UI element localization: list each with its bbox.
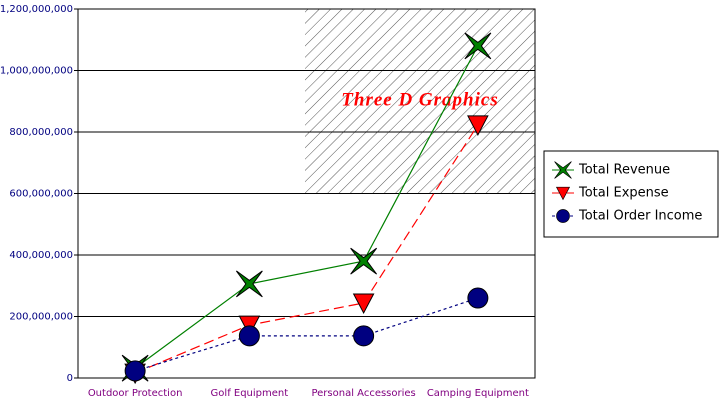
y-tick-label: 400,000,000 <box>9 250 73 261</box>
marker <box>238 325 260 347</box>
marker <box>352 293 375 315</box>
y-tick-label: 800,000,000 <box>9 127 73 138</box>
legend <box>543 150 719 238</box>
legend-label: Total Order Income <box>578 209 702 224</box>
marker <box>235 270 263 298</box>
annotation-region <box>305 9 535 193</box>
x-tick-label: Outdoor Protection <box>88 388 183 399</box>
legend-marker <box>556 209 570 223</box>
annotation: Three D Graphics <box>341 89 498 110</box>
legend-label: Total Revenue <box>578 163 670 178</box>
series-line <box>134 45 479 369</box>
x-tick-label: Golf Equipment <box>211 388 289 399</box>
x-tick-label: Personal Accessories <box>311 388 415 399</box>
marker <box>464 32 492 60</box>
x-tick-label: Camping Equipment <box>427 388 529 399</box>
marker <box>350 247 378 275</box>
marker <box>467 287 489 309</box>
series-line <box>134 297 479 372</box>
marker <box>353 325 375 347</box>
marker <box>124 360 146 382</box>
y-tick-label: 1,200,000,000 <box>0 4 73 15</box>
legend-marker <box>555 186 571 201</box>
legend-marker <box>554 161 572 179</box>
y-tick-label: 200,000,000 <box>9 312 73 323</box>
y-tick-label: 1,000,000,000 <box>0 66 73 77</box>
y-tick-label: 0 <box>67 373 73 384</box>
y-tick-label: 600,000,000 <box>9 189 73 200</box>
marker <box>467 115 489 137</box>
series-line <box>134 124 479 374</box>
legend-label: Total Expense <box>578 186 669 201</box>
